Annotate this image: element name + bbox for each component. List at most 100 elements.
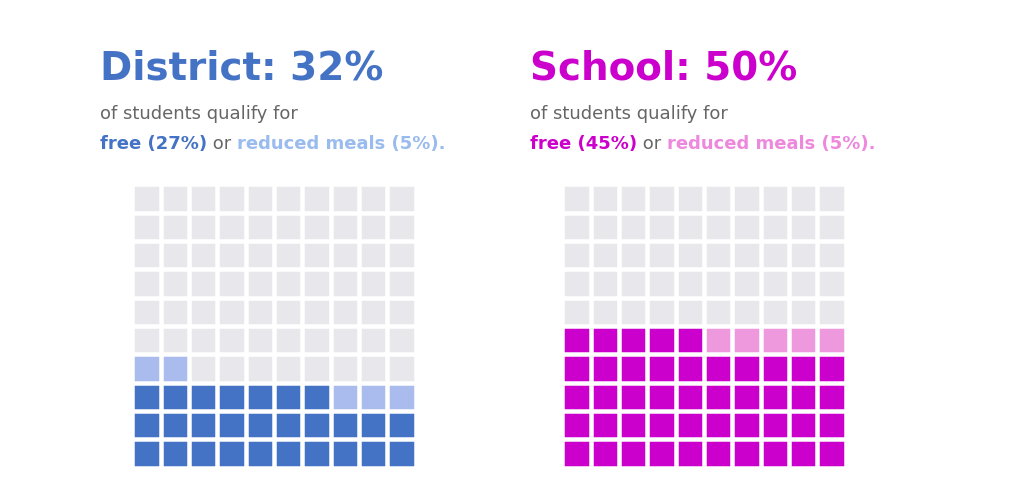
FancyBboxPatch shape — [162, 384, 188, 410]
FancyBboxPatch shape — [388, 384, 415, 410]
FancyBboxPatch shape — [563, 355, 590, 382]
FancyBboxPatch shape — [189, 299, 216, 325]
FancyBboxPatch shape — [247, 270, 273, 297]
FancyBboxPatch shape — [592, 299, 618, 325]
FancyBboxPatch shape — [247, 242, 273, 268]
FancyBboxPatch shape — [791, 242, 816, 268]
FancyBboxPatch shape — [360, 412, 386, 439]
FancyBboxPatch shape — [791, 355, 816, 382]
FancyBboxPatch shape — [592, 412, 618, 439]
FancyBboxPatch shape — [388, 355, 415, 382]
FancyBboxPatch shape — [733, 327, 760, 353]
FancyBboxPatch shape — [818, 327, 845, 353]
FancyBboxPatch shape — [303, 299, 330, 325]
FancyBboxPatch shape — [762, 327, 788, 353]
FancyBboxPatch shape — [733, 213, 760, 240]
FancyBboxPatch shape — [162, 327, 188, 353]
FancyBboxPatch shape — [388, 185, 415, 212]
FancyBboxPatch shape — [275, 440, 301, 467]
FancyBboxPatch shape — [677, 355, 703, 382]
FancyBboxPatch shape — [648, 412, 675, 439]
FancyBboxPatch shape — [189, 213, 216, 240]
FancyBboxPatch shape — [705, 213, 731, 240]
FancyBboxPatch shape — [762, 355, 788, 382]
FancyBboxPatch shape — [705, 185, 731, 212]
FancyBboxPatch shape — [133, 299, 160, 325]
FancyBboxPatch shape — [247, 412, 273, 439]
FancyBboxPatch shape — [705, 327, 731, 353]
FancyBboxPatch shape — [592, 327, 618, 353]
FancyBboxPatch shape — [733, 440, 760, 467]
FancyBboxPatch shape — [677, 412, 703, 439]
FancyBboxPatch shape — [360, 384, 386, 410]
FancyBboxPatch shape — [133, 412, 160, 439]
FancyBboxPatch shape — [592, 440, 618, 467]
FancyBboxPatch shape — [303, 327, 330, 353]
Text: or: or — [207, 135, 238, 153]
FancyBboxPatch shape — [677, 185, 703, 212]
FancyBboxPatch shape — [620, 355, 646, 382]
FancyBboxPatch shape — [791, 270, 816, 297]
Text: free (45%): free (45%) — [530, 135, 637, 153]
FancyBboxPatch shape — [705, 384, 731, 410]
FancyBboxPatch shape — [648, 327, 675, 353]
FancyBboxPatch shape — [275, 299, 301, 325]
FancyBboxPatch shape — [189, 355, 216, 382]
FancyBboxPatch shape — [303, 185, 330, 212]
FancyBboxPatch shape — [360, 242, 386, 268]
FancyBboxPatch shape — [563, 327, 590, 353]
FancyBboxPatch shape — [648, 440, 675, 467]
FancyBboxPatch shape — [705, 270, 731, 297]
FancyBboxPatch shape — [705, 412, 731, 439]
FancyBboxPatch shape — [762, 299, 788, 325]
FancyBboxPatch shape — [247, 185, 273, 212]
FancyBboxPatch shape — [733, 270, 760, 297]
FancyBboxPatch shape — [247, 355, 273, 382]
FancyBboxPatch shape — [705, 242, 731, 268]
FancyBboxPatch shape — [677, 242, 703, 268]
FancyBboxPatch shape — [360, 270, 386, 297]
FancyBboxPatch shape — [648, 242, 675, 268]
FancyBboxPatch shape — [620, 185, 646, 212]
FancyBboxPatch shape — [247, 327, 273, 353]
FancyBboxPatch shape — [648, 299, 675, 325]
FancyBboxPatch shape — [247, 384, 273, 410]
FancyBboxPatch shape — [303, 440, 330, 467]
FancyBboxPatch shape — [218, 327, 245, 353]
FancyBboxPatch shape — [133, 270, 160, 297]
FancyBboxPatch shape — [162, 185, 188, 212]
FancyBboxPatch shape — [189, 412, 216, 439]
FancyBboxPatch shape — [360, 327, 386, 353]
FancyBboxPatch shape — [388, 213, 415, 240]
FancyBboxPatch shape — [332, 242, 358, 268]
FancyBboxPatch shape — [275, 242, 301, 268]
FancyBboxPatch shape — [563, 440, 590, 467]
FancyBboxPatch shape — [133, 185, 160, 212]
FancyBboxPatch shape — [303, 355, 330, 382]
FancyBboxPatch shape — [388, 299, 415, 325]
FancyBboxPatch shape — [162, 270, 188, 297]
FancyBboxPatch shape — [218, 185, 245, 212]
FancyBboxPatch shape — [303, 412, 330, 439]
FancyBboxPatch shape — [563, 412, 590, 439]
FancyBboxPatch shape — [133, 440, 160, 467]
FancyBboxPatch shape — [733, 384, 760, 410]
FancyBboxPatch shape — [762, 412, 788, 439]
FancyBboxPatch shape — [677, 299, 703, 325]
FancyBboxPatch shape — [218, 384, 245, 410]
Text: of students qualify for: of students qualify for — [100, 105, 298, 123]
FancyBboxPatch shape — [388, 270, 415, 297]
FancyBboxPatch shape — [563, 242, 590, 268]
FancyBboxPatch shape — [303, 384, 330, 410]
FancyBboxPatch shape — [620, 213, 646, 240]
FancyBboxPatch shape — [818, 299, 845, 325]
FancyBboxPatch shape — [189, 384, 216, 410]
FancyBboxPatch shape — [648, 270, 675, 297]
Text: or: or — [637, 135, 667, 153]
FancyBboxPatch shape — [275, 355, 301, 382]
FancyBboxPatch shape — [303, 242, 330, 268]
FancyBboxPatch shape — [677, 327, 703, 353]
FancyBboxPatch shape — [733, 185, 760, 212]
FancyBboxPatch shape — [360, 355, 386, 382]
FancyBboxPatch shape — [218, 299, 245, 325]
